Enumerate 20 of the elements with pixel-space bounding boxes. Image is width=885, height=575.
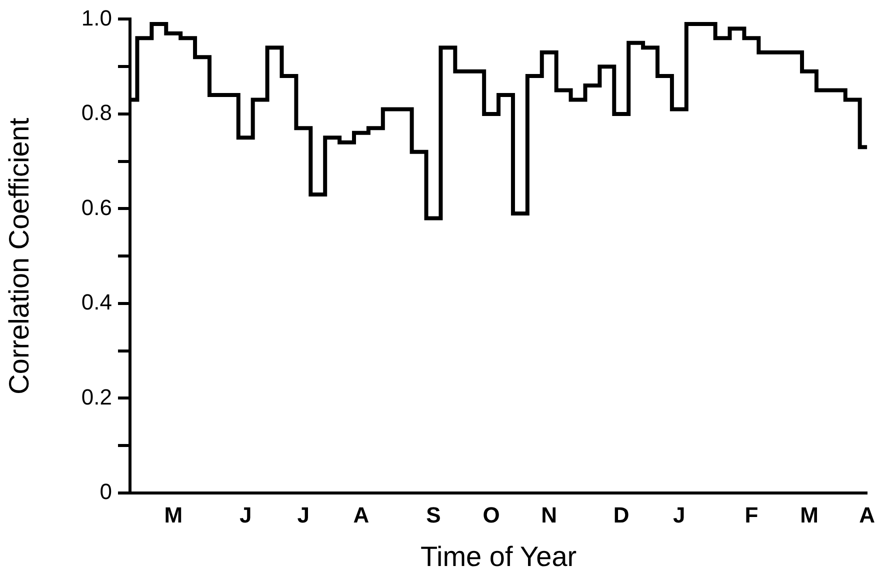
y-tick-label: 0.6 [81, 194, 112, 220]
x-tick-label: J [297, 502, 310, 528]
x-tick-label: F [744, 502, 758, 528]
y-tick-label: 0.8 [81, 100, 112, 126]
x-tick-label: O [482, 502, 500, 528]
y-tick-label: 1.0 [81, 5, 112, 30]
y-tick-label: 0.2 [81, 384, 112, 410]
x-tick-label: J [239, 502, 252, 528]
x-tick-label: J [673, 502, 686, 528]
y-axis-title: Correlation Coefficient [4, 118, 35, 394]
x-tick-label: M [800, 502, 818, 528]
x-tick-label: D [613, 502, 630, 528]
y-tick-label: 0 [100, 479, 112, 504]
x-tick-label: S [426, 502, 441, 528]
y-tick-label: 0.4 [81, 290, 112, 315]
x-axis-title: Time of Year [420, 540, 577, 572]
x-tick-label: A [353, 502, 370, 528]
x-tick-label: N [541, 502, 558, 528]
x-tick-label: M [164, 502, 183, 528]
x-tick-label: A [859, 502, 876, 528]
